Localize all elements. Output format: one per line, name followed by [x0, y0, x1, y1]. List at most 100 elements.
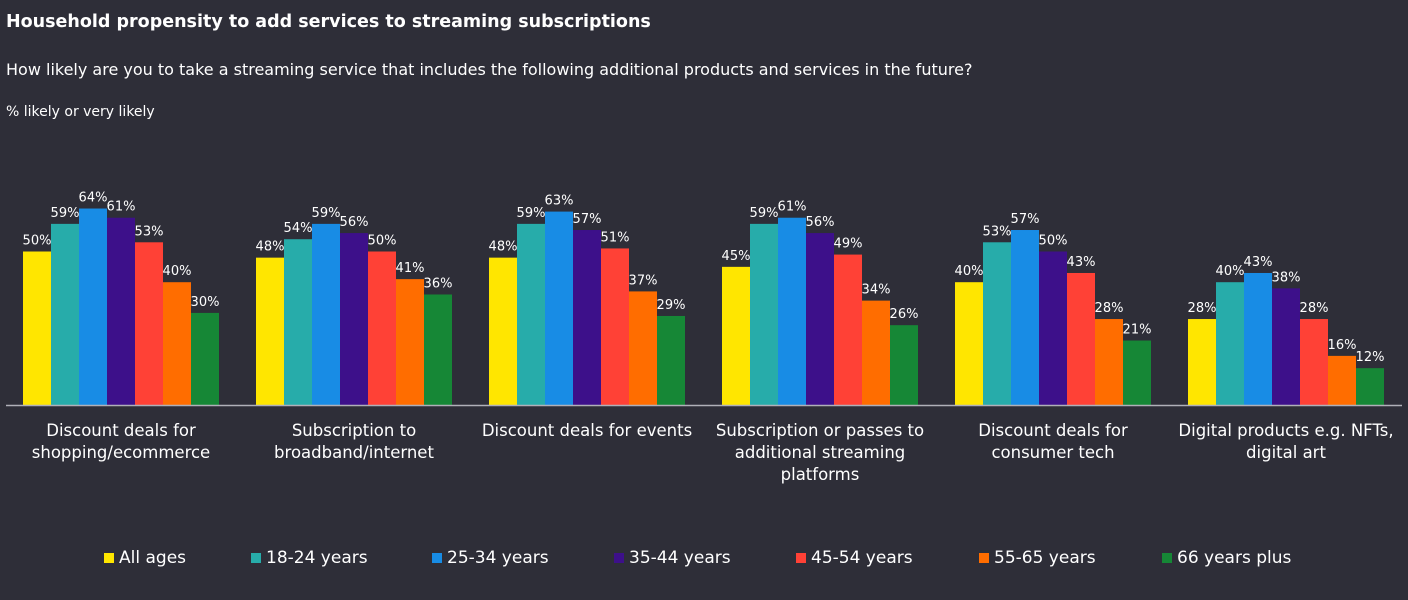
data-label: 40% [163, 264, 192, 279]
data-label: 26% [890, 307, 919, 322]
bar [23, 251, 51, 405]
legend-label: All ages [119, 548, 187, 568]
data-label: 50% [368, 234, 397, 249]
data-label: 51% [601, 230, 630, 245]
data-label: 49% [834, 237, 863, 252]
category-label: Digital products e.g. NFTs, [1178, 421, 1393, 440]
bar [573, 230, 601, 405]
data-label: 57% [573, 212, 602, 227]
category-label: digital art [1246, 443, 1326, 462]
data-label: 28% [1300, 301, 1329, 316]
bar [368, 251, 396, 405]
legend-item: 66 years plus [1162, 548, 1291, 568]
data-label: 16% [1328, 338, 1357, 353]
category-label: Subscription to [292, 421, 416, 440]
legend-swatch [432, 553, 442, 563]
bar [1328, 355, 1356, 405]
bar [657, 315, 685, 405]
data-label: 12% [1356, 350, 1385, 365]
bar [1123, 340, 1151, 405]
bar [806, 233, 834, 405]
category-label: Discount deals for events [482, 421, 692, 440]
bar [1067, 272, 1095, 405]
data-label: 38% [1272, 270, 1301, 285]
bar [601, 248, 629, 405]
bar [545, 211, 573, 405]
legend-item: 55-65 years [979, 548, 1096, 568]
bar [722, 266, 750, 405]
bar [107, 217, 135, 405]
bar [312, 223, 340, 405]
data-label: 59% [517, 206, 546, 221]
bar [284, 239, 312, 405]
bar [955, 282, 983, 405]
chart-legend: All ages 18-24 years 25-34 years 35-44 year… [0, 548, 1408, 572]
data-label: 50% [1039, 234, 1068, 249]
legend-item: 25-34 years [432, 548, 549, 568]
data-label: 29% [657, 298, 686, 313]
category-label: Discount deals for [46, 421, 196, 440]
data-label: 61% [107, 200, 136, 215]
category-label: platforms [781, 465, 860, 484]
bar [778, 217, 806, 405]
bar [750, 223, 778, 405]
legend-item: 35-44 years [614, 548, 731, 568]
data-label: 28% [1188, 301, 1217, 316]
legend-item: 18-24 years [251, 548, 368, 568]
bar [340, 233, 368, 405]
category-label: additional streaming [735, 443, 906, 462]
legend-label: 18-24 years [266, 548, 368, 568]
data-label: 37% [629, 273, 658, 288]
data-label: 45% [722, 249, 751, 264]
legend-label: 25-34 years [447, 548, 549, 568]
data-label: 53% [135, 224, 164, 239]
data-label: 40% [1216, 264, 1245, 279]
data-label: 64% [79, 191, 108, 206]
legend-item: 45-54 years [796, 548, 913, 568]
data-label: 54% [284, 221, 313, 236]
data-label: 56% [340, 215, 369, 230]
legend-swatch [251, 553, 261, 563]
data-label: 28% [1095, 301, 1124, 316]
category-label: broadband/internet [274, 443, 434, 462]
legend-swatch [1162, 553, 1172, 563]
bar [1356, 368, 1384, 405]
data-label: 34% [862, 283, 891, 298]
legend-label: 45-54 years [811, 548, 913, 568]
bar [1039, 251, 1067, 405]
chart-subtitle: How likely are you to take a streaming s… [6, 60, 973, 79]
bar [629, 291, 657, 405]
category-label: consumer tech [991, 443, 1114, 462]
bar [1188, 319, 1216, 405]
bar [1095, 319, 1123, 405]
data-label: 61% [778, 200, 807, 215]
data-label: 36% [424, 276, 453, 291]
bar [834, 254, 862, 405]
data-label: 57% [1011, 212, 1040, 227]
bar [424, 294, 452, 405]
data-label: 43% [1244, 255, 1273, 270]
data-label: 48% [489, 240, 518, 255]
data-label: 21% [1123, 323, 1152, 338]
legend-label: 55-65 years [994, 548, 1096, 568]
data-label: 30% [191, 295, 220, 310]
data-label: 40% [955, 264, 984, 279]
bar [1300, 319, 1328, 405]
data-label: 59% [312, 206, 341, 221]
bar [1272, 288, 1300, 405]
bar [191, 312, 219, 405]
legend-label: 66 years plus [1177, 548, 1292, 568]
unit-label: % likely or very likely [6, 104, 155, 120]
bar-chart: 50%59%64%61%53%40%30%Discount deals fors… [6, 191, 1402, 484]
bar [862, 300, 890, 405]
bar [256, 257, 284, 405]
category-label: Subscription or passes to [716, 421, 924, 440]
legend-swatch [979, 553, 989, 563]
data-label: 50% [23, 234, 52, 249]
bar [1244, 272, 1272, 405]
bar [51, 223, 79, 405]
bar [517, 223, 545, 405]
bar [79, 208, 107, 405]
legend-label: 35-44 years [629, 548, 731, 568]
data-label: 41% [396, 261, 425, 276]
